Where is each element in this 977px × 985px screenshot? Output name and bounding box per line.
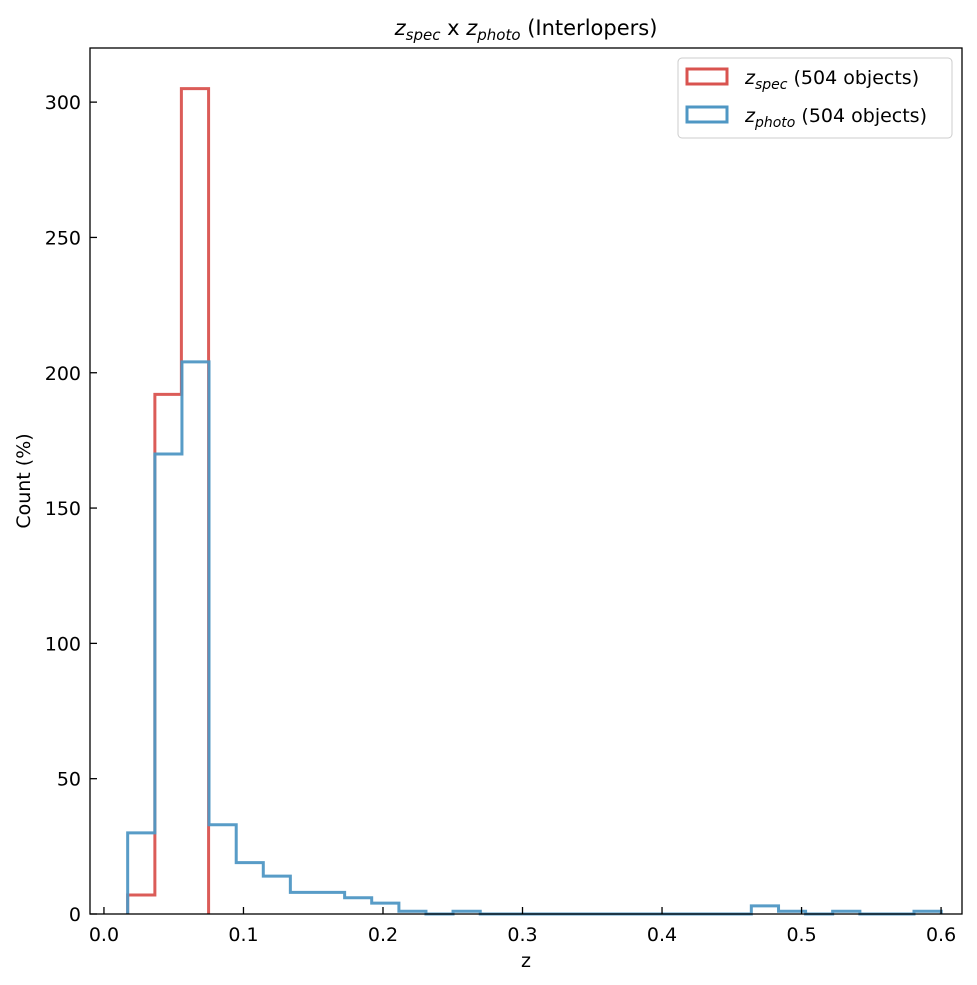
title-x: x [440, 16, 466, 40]
legend: zspec (504 objects) zphoto (504 objects) [677, 57, 953, 139]
title-sub-photo: photo [476, 26, 520, 44]
title-z2: z [465, 16, 478, 40]
title-sub-spec: spec [406, 26, 442, 44]
y-tick-label: 150 [45, 498, 81, 520]
legend-box [677, 57, 953, 139]
x-tick-label: 0.2 [368, 924, 398, 946]
y-tick-label: 100 [45, 633, 81, 655]
axis-ticks: 0.0 0.1 0.2 0.3 0.4 0.5 0.6 0 50 100 150 200 250 300 [45, 92, 956, 946]
plot-frame [89, 47, 963, 915]
histogram-step-photo [126, 360, 943, 916]
histogram-step-spec [126, 87, 211, 914]
histogram-bars [126, 87, 943, 916]
x-tick-label: 0.3 [507, 924, 537, 946]
chart-title: zspec x zphoto (Interlopers) [394, 16, 658, 44]
y-tick-label: 250 [45, 227, 81, 249]
svg-text:zspec x zphoto (Interlopers): zspec x zphoto (Interlopers) [394, 16, 658, 44]
title-rest: (Interlopers) [521, 16, 658, 40]
x-tick-label: 0.1 [228, 924, 258, 946]
y-tick-label: 0 [69, 904, 81, 926]
y-tick-label: 300 [45, 92, 81, 114]
legend-entry-zspec: zspec (504 objects) [744, 67, 919, 93]
y-tick-label: 50 [57, 769, 81, 791]
title-z1: z [394, 16, 407, 40]
x-tick-label: 0.6 [926, 924, 956, 946]
y-tick-label: 200 [45, 363, 81, 385]
x-tick-label: 0.5 [786, 924, 816, 946]
y-axis-label: Count (%) [13, 433, 35, 528]
legend-swatch-zphoto [685, 105, 729, 124]
x-tick-label: 0.0 [89, 924, 119, 946]
legend-swatch-zspec [685, 67, 729, 86]
x-tick-label: 0.4 [647, 924, 677, 946]
x-axis-label: z [521, 950, 531, 972]
legend-entry-zphoto: zphoto (504 objects) [744, 105, 927, 131]
